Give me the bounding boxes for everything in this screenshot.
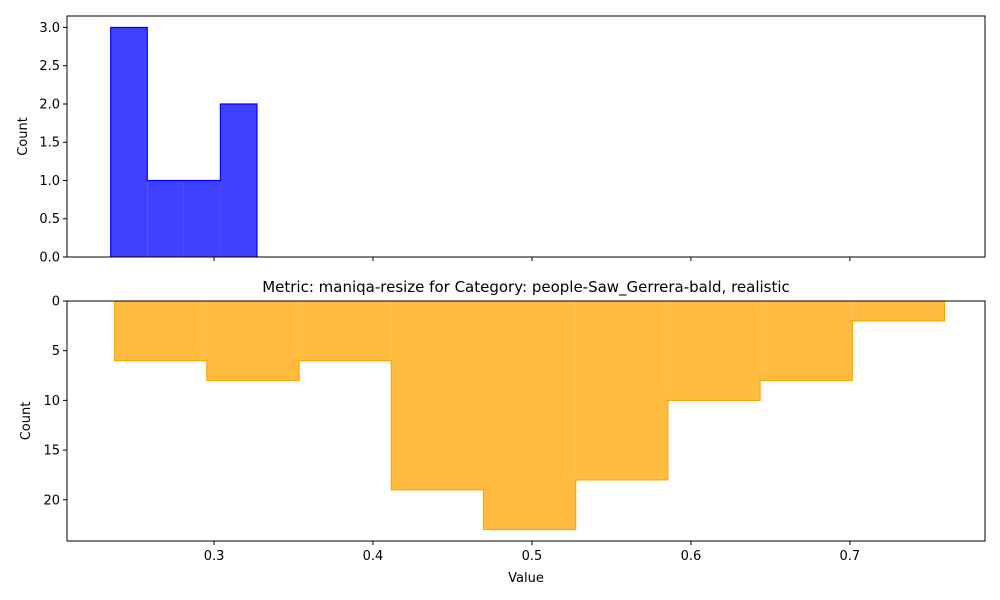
bottom-x-tick-label: 0.3 <box>204 549 225 564</box>
bottom-bar <box>852 301 945 321</box>
top-subplot: 0.0 0.5 1.0 1.5 2.0 2.5 3.0 Count <box>16 15 986 266</box>
top-x-ticks <box>213 257 851 261</box>
top-step-outline <box>110 26 258 257</box>
top-y-tick-label: 3.0 <box>39 21 60 36</box>
bottom-bar <box>575 301 668 480</box>
bottom-histogram-bars <box>114 301 946 531</box>
bottom-axes-frame <box>66 300 986 542</box>
bottom-x-axis-label: Value <box>508 571 544 586</box>
top-y-tick-label: 2.5 <box>39 59 60 74</box>
top-y-tick-label: 0.0 <box>39 251 60 266</box>
bottom-x-ticks: 0.3 0.4 0.5 0.6 0.7 <box>204 541 861 564</box>
bottom-y-tick-label: 20 <box>43 493 60 508</box>
top-y-axis-label: Count <box>16 117 31 156</box>
top-histogram-bars <box>110 26 258 257</box>
bottom-x-tick-label: 0.6 <box>681 549 702 564</box>
bottom-y-tick-label: 15 <box>43 444 60 459</box>
bottom-bar <box>391 301 484 490</box>
bottom-chart-title: Metric: maniqa-resize for Category: peop… <box>262 278 790 297</box>
top-y-ticks: 0.0 0.5 1.0 1.5 2.0 2.5 3.0 <box>39 21 67 266</box>
top-y-tick-label: 2.0 <box>39 97 60 112</box>
bottom-x-tick-label: 0.7 <box>840 549 861 564</box>
bottom-subplot: Metric: maniqa-resize for Category: peop… <box>19 278 986 586</box>
top-y-tick-label: 1.0 <box>39 174 60 189</box>
bottom-y-ticks: 0 5 10 15 20 <box>43 295 67 508</box>
bottom-x-tick-label: 0.4 <box>363 549 384 564</box>
bottom-bar <box>206 301 300 381</box>
top-y-tick-label: 1.5 <box>39 136 60 151</box>
top-axes-frame <box>66 15 986 258</box>
bottom-bar <box>299 301 392 361</box>
top-bar <box>220 103 257 257</box>
bottom-y-axis-label: Count <box>19 402 34 441</box>
top-bar <box>110 27 148 257</box>
bottom-bar <box>760 301 853 381</box>
bottom-x-tick-label: 0.5 <box>522 549 543 564</box>
top-bar <box>183 180 221 257</box>
bottom-bar <box>667 301 761 401</box>
bottom-y-tick-label: 0 <box>52 295 60 310</box>
bottom-step-outline <box>114 301 946 531</box>
bottom-bar <box>483 301 576 530</box>
top-bar <box>147 180 184 257</box>
bottom-y-tick-label: 5 <box>52 344 60 359</box>
top-y-tick-label: 0.5 <box>39 212 60 227</box>
bottom-bar <box>114 301 207 361</box>
bottom-y-tick-label: 10 <box>43 394 60 409</box>
